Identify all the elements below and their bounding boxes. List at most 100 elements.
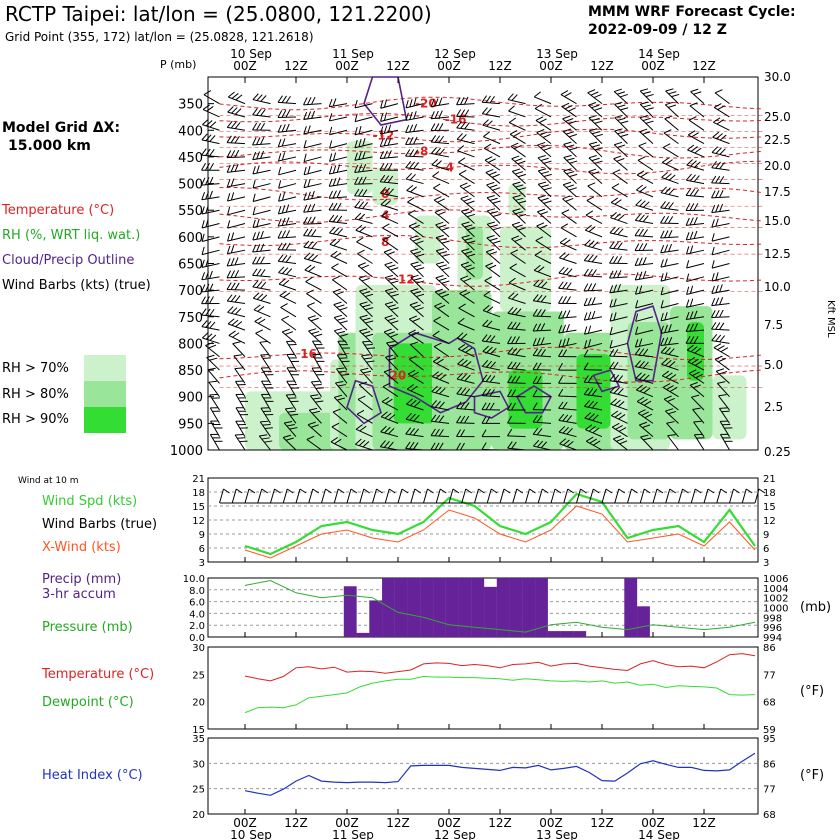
top-day-label: 12 Sep — [434, 47, 476, 61]
surface-barb-staff — [295, 488, 301, 504]
wind-barb-flag — [696, 437, 705, 439]
upper-air-wind-barb — [306, 302, 322, 318]
wind-barb-flag — [639, 373, 646, 380]
wind-barb-staff — [609, 302, 628, 308]
wind-barb-flag — [289, 427, 298, 430]
surface-wind-barb — [639, 488, 651, 504]
surface-barb-staff — [665, 488, 671, 504]
wind-barb-flag — [482, 345, 489, 352]
wind-barb-staff — [380, 192, 399, 198]
wind-barb-flag — [205, 333, 213, 340]
wind-barb-flag — [237, 410, 247, 412]
upper-air-wind-barb — [383, 328, 399, 344]
wind-barb-flag — [365, 320, 374, 324]
wind-barb-flag — [591, 117, 600, 122]
wind-barb-flag — [380, 113, 384, 122]
wind-barb-staff — [588, 117, 603, 131]
wind-barb-flag — [315, 400, 324, 403]
wind-barb-staff — [303, 143, 322, 149]
wind-barb-flag — [385, 288, 394, 292]
wind-barb-flag — [715, 309, 720, 318]
wind-barb-flag — [380, 186, 387, 194]
wind-barb-flag — [463, 197, 472, 202]
wind-barb-staff — [662, 147, 679, 158]
upper-air-wind-barb — [532, 376, 552, 384]
surface-barb-flag — [643, 488, 651, 494]
upper-air-wind-barb — [714, 355, 730, 371]
pressure-axis-label: P (mb) — [160, 58, 196, 71]
wind-barb-flag — [617, 144, 626, 148]
temp-panel-frame — [207, 646, 759, 730]
upper-air-wind-barb — [201, 308, 220, 318]
wind-barb-flag — [261, 437, 270, 440]
wind-barb-flag — [540, 281, 548, 288]
wind-barb-flag — [307, 191, 311, 200]
wind-barb-flag — [438, 237, 447, 241]
wind-barb-flag — [286, 380, 295, 382]
surface-barb-flag — [261, 488, 269, 494]
wind-barb-flag — [384, 274, 393, 279]
upper-air-wind-barb — [227, 220, 246, 229]
upper-air-wind-barb — [460, 261, 475, 278]
wind-barb-flag — [260, 354, 269, 356]
wind-barb-flag — [262, 357, 271, 359]
wind-barb-flag — [566, 337, 570, 346]
surface-barb-staff — [231, 488, 237, 504]
wind-barb-flag — [562, 427, 569, 434]
surface-barb-staff — [525, 488, 530, 504]
wind-barb-staff — [260, 407, 271, 424]
wind-barb-flag — [366, 347, 375, 349]
wind-barb-flag — [664, 187, 671, 194]
upper-air-wind-barb — [330, 437, 348, 451]
wind-barb-flag — [226, 135, 232, 143]
wind-barb-staff — [720, 434, 730, 451]
wind-barb-flag — [281, 152, 286, 161]
temp-series-line — [244, 653, 756, 682]
wind-barb-flag — [252, 256, 257, 265]
upper-air-wind-barb — [227, 232, 246, 242]
upper-air-wind-barb — [537, 208, 552, 224]
wind-barb-staff — [227, 169, 246, 173]
wind-barb-flag — [311, 110, 316, 119]
wind-barb-flag — [205, 191, 209, 200]
wind-barb-flag — [564, 105, 573, 110]
upper-air-wind-barb — [201, 176, 220, 186]
wind-barb-flag — [619, 440, 628, 445]
wind-ytick-left: 9 — [199, 530, 205, 541]
rh-shading-cell — [466, 226, 483, 280]
wind-barb-flag — [587, 388, 594, 396]
wind-barb-flag — [460, 387, 467, 395]
upper-air-wind-barb — [685, 216, 705, 226]
wind-barb-flag — [540, 323, 546, 331]
wind-barb-flag — [536, 376, 542, 384]
upper-air-wind-barb — [711, 146, 730, 158]
wind-barb-flag — [613, 312, 617, 321]
precip-bar — [560, 631, 574, 637]
wind-barb-flag — [205, 271, 209, 280]
wind-barb-flag — [711, 285, 715, 294]
wind-barb-flag — [252, 137, 257, 146]
wind-barb-flag — [201, 177, 206, 186]
wind-barb-staff — [511, 170, 526, 184]
wind-barb-flag — [336, 202, 342, 211]
wind-barb-flag — [715, 204, 720, 213]
wind-barb-flag — [336, 177, 341, 186]
wind-barb-flag — [540, 441, 547, 449]
wind-barb-staff — [509, 122, 526, 131]
wind-barb-flag — [358, 439, 366, 447]
wind-barb-flag — [304, 264, 312, 271]
wind-barb-staff — [405, 418, 424, 424]
wind-barb-flag — [303, 216, 308, 225]
wind-barb-flag — [252, 219, 256, 228]
upper-air-wind-barb — [252, 180, 271, 189]
wind-barb-staff — [384, 277, 399, 291]
wind-barb-staff — [714, 358, 730, 371]
wind-barb-staff — [536, 225, 552, 238]
wind-barb-flag — [256, 281, 263, 288]
upper-air-wind-barb — [277, 217, 297, 227]
wind-barb-flag — [382, 382, 391, 388]
wind-barb-flag — [232, 332, 240, 338]
upper-air-wind-barb — [711, 297, 730, 307]
wind-barb-staff — [278, 129, 297, 133]
upper-air-wind-barb — [559, 237, 577, 251]
